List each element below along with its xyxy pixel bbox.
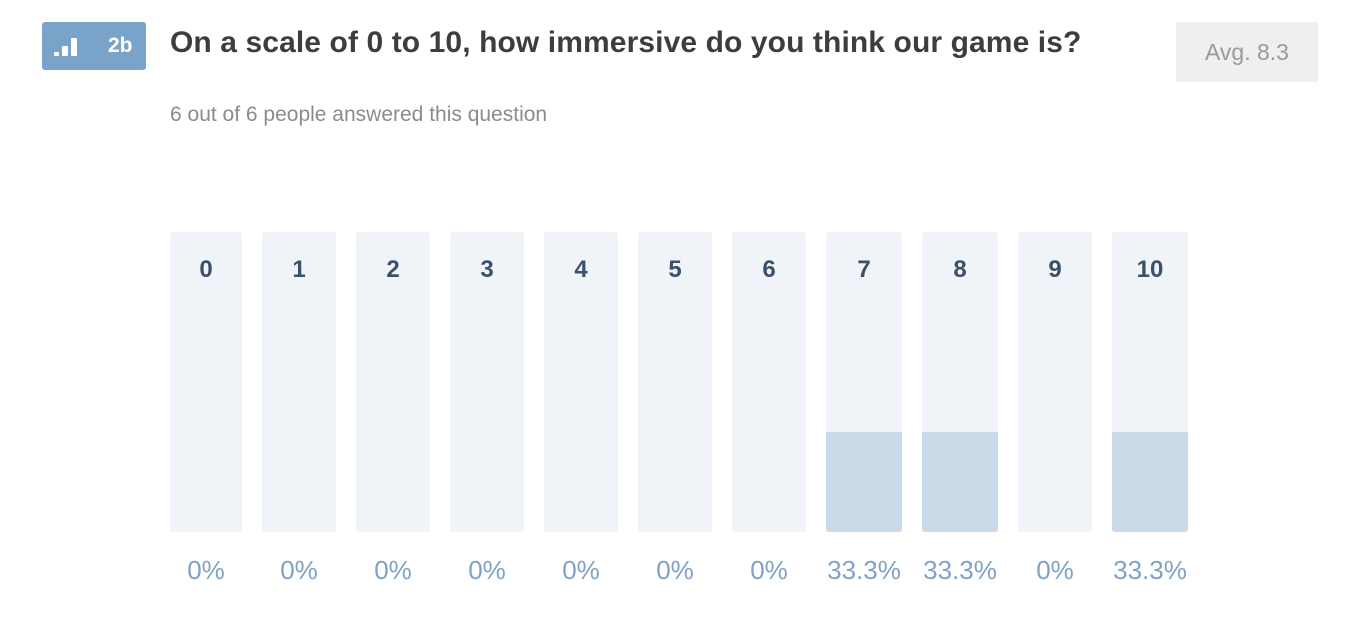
bar-chart-icon [54, 36, 82, 56]
rating-option-1: 1 [262, 232, 336, 532]
rating-option-0: 0 [170, 232, 242, 532]
rating-option-3: 3 [450, 232, 524, 532]
rating-label-7: 7 [857, 256, 871, 283]
rating-option-6: 6 [732, 232, 806, 532]
rating-option-4: 4 [544, 232, 618, 532]
rating-percent-2: 0% [374, 555, 412, 585]
rating-percent-10: 33.3% [1113, 555, 1187, 585]
answered-count: 6 out of 6 people answered this question [170, 103, 548, 126]
rating-option-2: 2 [356, 232, 430, 532]
rating-percent-5: 0% [656, 555, 694, 585]
rating-label-8: 8 [953, 256, 967, 283]
rating-label-5: 5 [668, 256, 682, 283]
rating-percent-3: 0% [468, 555, 506, 585]
rating-label-10: 10 [1136, 256, 1164, 283]
rating-label-1: 1 [292, 256, 306, 283]
rating-option-8: 8 [922, 232, 998, 532]
average-score-badge: Avg. 8.3 [1176, 22, 1318, 82]
rating-label-2: 2 [386, 256, 400, 283]
rating-label-0: 0 [199, 256, 213, 283]
rating-percent-6: 0% [750, 555, 788, 585]
rating-option-9: 9 [1018, 232, 1092, 532]
rating-bar-8 [922, 432, 998, 532]
rating-percent-0: 0% [187, 555, 225, 585]
question-number-badge: 2b [42, 22, 146, 70]
rating-percent-4: 0% [562, 555, 600, 585]
rating-option-7: 7 [826, 232, 902, 532]
rating-label-3: 3 [480, 256, 494, 283]
rating-label-4: 4 [574, 256, 588, 283]
question-title: On a scale of 0 to 10, how immersive do … [170, 26, 1082, 59]
rating-bar-10 [1112, 432, 1188, 532]
rating-percent-1: 0% [280, 555, 318, 585]
rating-label-9: 9 [1048, 256, 1062, 283]
rating-label-6: 6 [762, 256, 776, 283]
question-number: 2b [108, 34, 133, 57]
rating-bar-7 [826, 432, 902, 532]
rating-option-5: 5 [638, 232, 712, 532]
rating-option-10: 10 [1112, 232, 1188, 532]
rating-percent-7: 33.3% [827, 555, 901, 585]
rating-percent-9: 0% [1036, 555, 1074, 585]
rating-percent-8: 33.3% [923, 555, 997, 585]
